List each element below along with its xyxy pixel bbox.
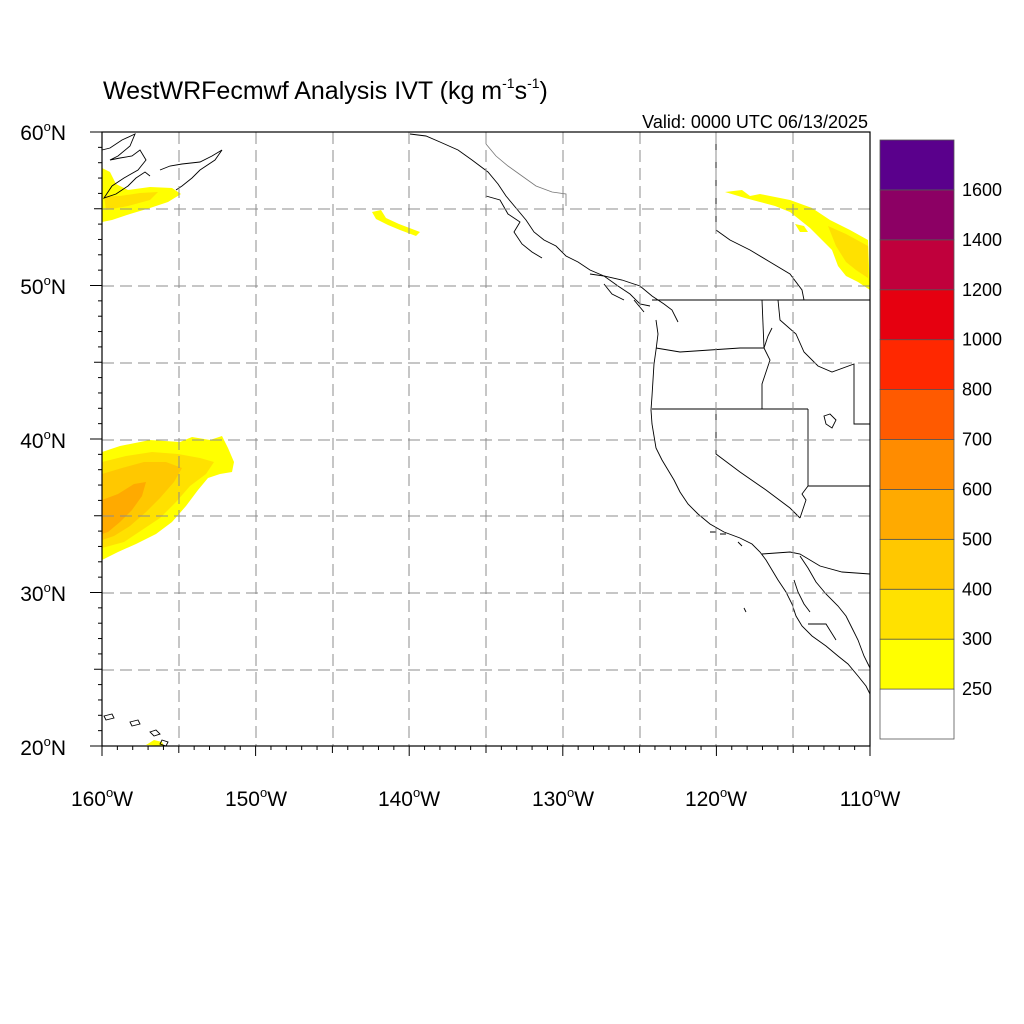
colorbar-box-7 [879,339,955,390]
ivt-region-pacific-ar-inner [102,462,182,540]
colorbar-label-300: 300 [962,629,992,649]
lat-axis-labels: 60oN 50oN 40oN 30oN 20oN [20,119,66,760]
colorbar-legend: 250 300 400 500 600 700 800 1000 1200 1400 1600 [879,139,1002,740]
colorbar-box-0 [879,688,955,740]
lon-label-160w: 160oW [71,785,133,811]
great-salt-lake [823,413,837,429]
us-mexico-border [761,551,871,575]
colorbar-box-8 [879,289,955,341]
colorbar-label-1000: 1000 [962,330,1002,350]
ivt-shading [102,168,870,746]
wa-id-border [761,299,765,349]
colorbar-label-800: 800 [962,380,992,400]
lon-label-140w: 140oW [378,785,440,811]
colorbar-box-10 [879,189,955,241]
canada-120w-line [715,132,805,301]
ivt-region-alaska-inner [104,192,158,210]
mexico-state-line [808,623,837,641]
ivt-region-gulf [372,210,420,236]
colorbar-box-2 [879,588,955,640]
nv-az-border [799,409,809,519]
ivt-region-hawaii [146,740,164,746]
lat-label-20: 20oN [20,734,66,760]
lat-label-60: 60oN [20,119,66,145]
colorbar-box-1 [879,638,955,690]
colorbar-label-400: 400 [962,579,992,599]
valid-time-label: Valid: 0000 UTC 06/13/2025 [642,112,868,132]
map-plot-area [90,131,871,756]
ivt-region-canada-inner [828,226,868,278]
channel-islands [710,531,747,613]
axis-tick-marks [90,131,871,756]
coastlines [101,133,871,747]
colorbar-label-1600: 1600 [962,180,1002,200]
colorbar-label-1400: 1400 [962,230,1002,250]
hawaii-islands [103,713,169,747]
colorbar-box-9 [879,239,955,291]
graticule [102,132,870,746]
lon-axis-labels: 160oW 150oW 140oW 130oW 120oW 110oW [71,785,901,811]
us-west-coast [650,319,871,695]
colorbar-box-11 [879,139,955,191]
colorbar-label-700: 700 [962,430,992,450]
ivt-region-canada-dot [795,224,808,232]
wa-or-border [655,327,773,353]
gulf-california-coast [793,555,871,669]
id-mt-border [777,299,870,425]
alaska-panhandle-coast [409,133,679,323]
lat-label-50: 50oN [20,273,66,299]
colorbar-box-3 [879,538,955,590]
plot-title: WestWRFecmwf Analysis IVT (kg m-1s-1) [103,75,548,105]
colorbar-label-500: 500 [962,529,992,549]
bc-islands [485,195,651,313]
lon-label-120w: 120oW [685,785,747,811]
ivt-region-pacific-ar-core [102,482,146,534]
lon-label-130w: 130oW [532,785,594,811]
lat-label-40: 40oN [20,427,66,453]
lon-label-110w: 110oW [840,785,901,811]
or-id-border [761,347,771,409]
colorbar-label-600: 600 [962,479,992,499]
alaska-coast [101,133,223,199]
colorbar-box-5 [879,439,955,490]
colorbar-label-1200: 1200 [962,280,1002,300]
colorbar-label-250: 250 [962,679,992,699]
alaska-canada-border [485,143,567,206]
colorbar-box-6 [879,389,955,440]
lat-label-30: 30oN [20,580,66,606]
colorbar-box-4 [879,489,955,540]
lon-label-150w: 150oW [225,785,287,811]
